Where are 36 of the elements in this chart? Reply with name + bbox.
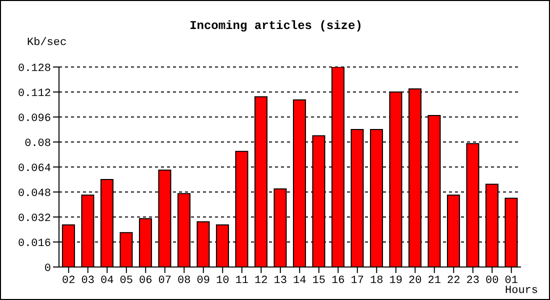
x-tick-label: 08 [178, 274, 191, 287]
x-tick-label: 18 [370, 274, 384, 287]
y-tick-label: 0.016 [18, 238, 51, 250]
x-tick-label: 13 [274, 274, 287, 287]
x-tick-label: 09 [196, 274, 210, 287]
x-tick-label: 05 [120, 274, 133, 287]
x-tick-label: 23 [466, 274, 480, 287]
x-tick-label: 00 [486, 274, 499, 287]
y-axis-title: Kb/sec [27, 37, 67, 49]
y-tick-label: 0.064 [18, 162, 52, 175]
y-tick-label: 0.032 [18, 212, 51, 225]
x-tick-label: 01 [504, 274, 518, 287]
x-tick-label: 19 [389, 274, 402, 287]
x-tick-label: 02 [62, 274, 76, 287]
x-tick-label: 12 [254, 274, 268, 287]
x-tick-label: 04 [100, 274, 114, 287]
y-tick-label: 0.048 [18, 188, 51, 200]
x-tick-label: 20 [408, 274, 422, 287]
x-tick-label: 10 [216, 274, 230, 287]
x-tick-label: 17 [350, 274, 364, 287]
chart-title: Incoming articles (size) [188, 19, 364, 33]
y-tick-label: 0 [44, 262, 51, 275]
y-tick-label: 0.08 [24, 138, 51, 150]
x-tick-label: 11 [235, 274, 249, 287]
x-tick-label: 06 [139, 274, 152, 287]
x-tick-label: 14 [293, 274, 307, 287]
x-tick-label: 21 [428, 274, 442, 287]
y-tick-label: 0.128 [18, 62, 51, 75]
y-tick-label: 0.096 [18, 112, 51, 125]
x-tick-label: 03 [81, 274, 94, 287]
x-tick-label: 16 [332, 274, 345, 287]
x-tick-label: 07 [158, 274, 172, 287]
x-tick-label: 22 [447, 274, 460, 287]
y-tick-label: 0.112 [18, 88, 51, 100]
x-tick-label: 15 [312, 274, 326, 287]
x-axis-title: Hours [505, 285, 538, 297]
